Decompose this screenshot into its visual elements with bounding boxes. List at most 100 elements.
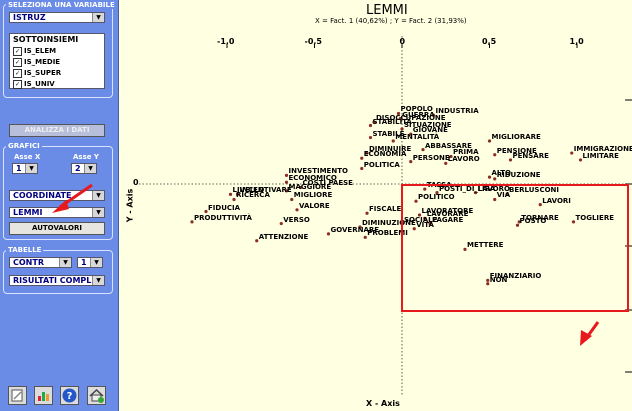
point-label: ATTENZIONE	[258, 232, 309, 241]
data-point	[190, 220, 194, 224]
axis-y-select[interactable]: 2 ▼	[71, 163, 97, 174]
point-label: PENSIONE	[496, 146, 537, 155]
axis-x-value: 1	[16, 164, 22, 173]
axis-x-select[interactable]: 1 ▼	[12, 163, 38, 174]
subset-item[interactable]: ✓ IS_UNIV	[10, 79, 104, 90]
point-label: TOGLIERE	[575, 213, 615, 222]
checkbox-icon[interactable]: ✓	[13, 79, 22, 89]
data-point	[449, 154, 453, 159]
data-point	[428, 221, 432, 226]
lemmi-value: LEMMI	[13, 208, 43, 217]
point-label: IMMIGRAZIONE	[573, 145, 632, 154]
axis-x-label: Asse X	[14, 153, 41, 161]
point-label: POLITICO	[418, 193, 455, 202]
point-label: INCENTIVARE	[239, 186, 292, 195]
analyze-data-button[interactable]: ANALIZZA I DATI	[9, 124, 105, 137]
point-label: COSTI PAESE	[302, 179, 353, 188]
point-label: NON	[489, 275, 508, 284]
data-point	[493, 197, 497, 202]
point-label: INVESTIMENTO	[288, 167, 348, 176]
data-point	[417, 213, 422, 217]
home-icon[interactable]	[87, 386, 106, 405]
data-point	[284, 189, 289, 193]
subset-item[interactable]: ✓ IS_ELEM	[10, 46, 104, 57]
point-label: LAVORI	[542, 196, 571, 205]
data-point	[423, 216, 427, 220]
contr-number-select[interactable]: 1 ▼	[77, 257, 103, 268]
checkbox-icon[interactable]: ✓	[13, 46, 22, 56]
subsets-listbox[interactable]: SOTTOINSIEMI ✓ IS_ELEM ✓ IS_MEDIE ✓ IS_SUPE…	[9, 33, 105, 89]
chevron-down-icon[interactable]: ▼	[84, 164, 96, 173]
data-point	[398, 117, 402, 121]
tabelle-group	[3, 250, 113, 294]
point-label: ECONOMIA	[363, 150, 407, 159]
data-point	[409, 160, 413, 164]
chart-title: LEMMI	[366, 3, 408, 18]
x-tick-label: 1,0	[569, 37, 584, 46]
data-point	[423, 187, 427, 191]
data-point	[421, 148, 425, 152]
point-label: SOCIALE	[404, 215, 438, 224]
chevron-down-icon[interactable]: ▼	[25, 164, 37, 173]
point-label: STABILE	[372, 129, 405, 138]
checkbox-icon[interactable]: ✓	[13, 57, 22, 67]
data-point	[284, 180, 289, 184]
data-point	[570, 151, 574, 155]
subset-item[interactable]: ✓ IS_MEDIE	[10, 57, 104, 68]
point-label: POPOLO	[400, 105, 433, 114]
checkbox-icon[interactable]: ✓	[13, 68, 22, 78]
point-label: DISOCCUPAZIONE	[376, 114, 446, 123]
risultati-select[interactable]: RISULTATI COMPLI ▼	[9, 275, 105, 286]
coordinate-value: COORDINATE	[13, 191, 72, 200]
point-label: VERSO	[283, 215, 310, 224]
point-label: MENTALITÀ	[395, 133, 440, 141]
axis-y-label: Asse Y	[73, 153, 100, 161]
data-point	[396, 111, 401, 116]
scatter-plot-area: LEMMI X = Fact. 1 (40,62%) ; Y = Fact. 2…	[119, 0, 632, 411]
point-label: LIRA	[477, 184, 496, 193]
point-label: MAGGIORE	[288, 182, 332, 191]
data-point	[517, 220, 521, 224]
data-point	[358, 225, 362, 229]
contr-value: CONTR	[13, 258, 44, 267]
data-point	[372, 120, 376, 124]
subset-item[interactable]: ✓ IS_SUPER	[10, 68, 104, 79]
annotation-arrow	[52, 183, 93, 213]
chevron-down-icon[interactable]: ▼	[92, 191, 104, 200]
variable-select[interactable]: ISTRUZ ▼	[9, 12, 105, 23]
data-point	[505, 192, 509, 196]
chart-icon[interactable]	[34, 386, 53, 405]
point-label: DIMINUIRE	[369, 145, 412, 154]
subset-label: IS_ELEM	[24, 47, 57, 55]
contr-select[interactable]: CONTR ▼	[9, 257, 72, 268]
point-label: POSTI_DI_LAVORO	[439, 184, 510, 193]
chevron-down-icon[interactable]: ▼	[92, 276, 104, 285]
save-icon[interactable]	[8, 386, 27, 405]
chevron-down-icon[interactable]: ▼	[90, 258, 102, 267]
point-label: PRODUTTIVITÀ	[194, 213, 252, 222]
autovalori-button[interactable]: AUTOVALORI	[9, 222, 105, 235]
data-point	[444, 161, 448, 165]
y-zero-tick: 0	[133, 178, 139, 187]
data-point	[414, 199, 418, 203]
data-point	[360, 166, 364, 171]
data-point	[298, 185, 303, 190]
data-point	[409, 132, 413, 136]
chevron-down-icon[interactable]: ▼	[92, 13, 104, 22]
coordinate-select[interactable]: COORDINATE ▼	[9, 190, 105, 201]
left-control-panel: SELEZIONA UNA VARIABILE ISTRUZ ▼ SOTTOIN…	[0, 0, 119, 411]
chevron-down-icon[interactable]: ▼	[59, 258, 71, 267]
data-point	[368, 123, 373, 128]
data-point	[486, 278, 490, 282]
data-point	[435, 191, 439, 195]
selection-rectangle	[401, 184, 629, 312]
data-point	[204, 209, 208, 214]
chevron-down-icon[interactable]: ▼	[92, 208, 104, 217]
point-label: PENSARE	[512, 151, 549, 160]
point-label: MIGLIORE	[293, 191, 333, 200]
lemmi-select[interactable]: LEMMI ▼	[9, 207, 105, 218]
help-icon[interactable]: ?	[60, 386, 79, 405]
risultati-value: RISULTATI COMPLI	[13, 276, 95, 285]
axis-y-value: 2	[75, 164, 81, 173]
point-label: FIDUCIA	[208, 203, 241, 212]
